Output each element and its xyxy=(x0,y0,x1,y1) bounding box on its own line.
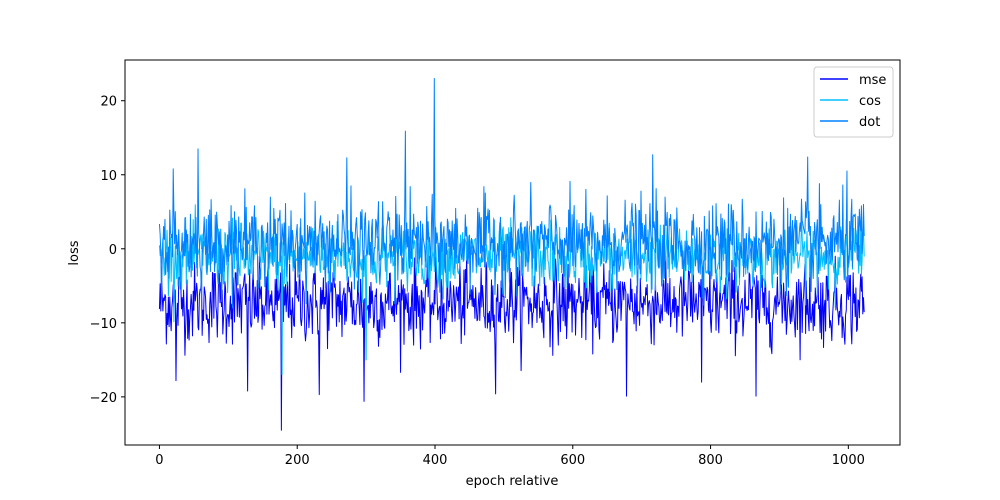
legend-box xyxy=(813,66,894,138)
x-tick-label: 1000 xyxy=(832,453,865,468)
y-tick-label: 0 xyxy=(109,243,117,258)
series-line-mse xyxy=(158,255,865,431)
legend: mse cos dot xyxy=(813,66,894,138)
x-axis-label: epoch relative xyxy=(466,474,559,489)
x-axis: 0 200 400 600 800 1000 xyxy=(155,445,865,468)
plot-frame xyxy=(124,59,901,446)
y-tick-label: −20 xyxy=(90,391,117,406)
x-tick-label: 600 xyxy=(560,453,585,468)
x-tick-label: 200 xyxy=(285,453,310,468)
legend-label-mse: mse xyxy=(859,73,886,88)
series-layer xyxy=(158,78,865,431)
legend-label-dot: dot xyxy=(859,115,880,130)
x-tick-label: 800 xyxy=(698,453,723,468)
y-axis-label: loss xyxy=(67,240,82,265)
series-line-dot xyxy=(158,78,865,309)
y-tick-label: −10 xyxy=(90,317,117,332)
legend-label-cos: cos xyxy=(859,94,881,109)
x-tick-label: 400 xyxy=(423,453,448,468)
y-tick-label: 10 xyxy=(100,169,117,184)
x-tick-label: 0 xyxy=(155,453,163,468)
y-axis: −20 −10 0 10 20 xyxy=(90,95,125,406)
y-tick-label: 20 xyxy=(100,95,117,110)
